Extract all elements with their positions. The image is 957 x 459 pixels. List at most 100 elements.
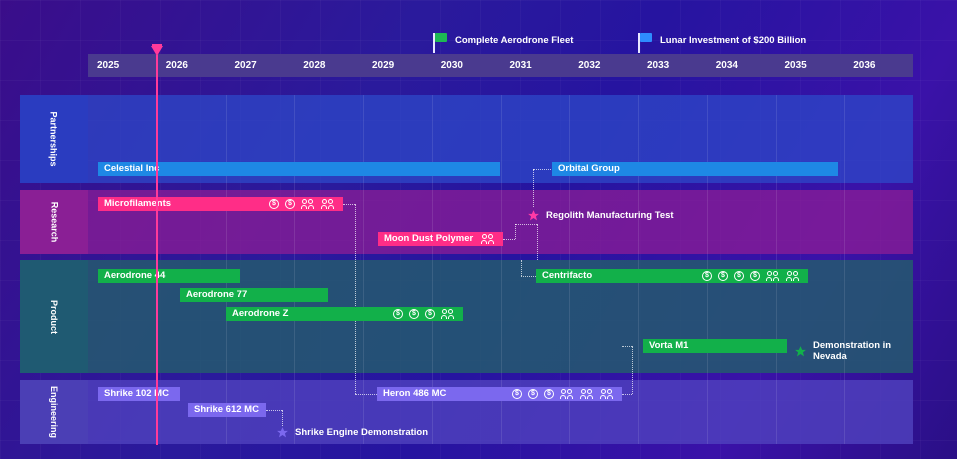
- connector: [266, 410, 282, 411]
- year-label: 2036: [853, 60, 876, 71]
- year-label: 2025: [97, 60, 120, 71]
- connector: [515, 224, 516, 239]
- dollar-icon: $: [269, 199, 279, 209]
- dollar-icon: $: [718, 271, 728, 281]
- year-label: 2028: [303, 60, 326, 71]
- dollar-icon: $: [528, 389, 538, 399]
- bar-label: Microfilaments: [104, 198, 172, 209]
- star-icon: [795, 345, 806, 356]
- today-cap: [152, 44, 162, 47]
- bar-aerodrone-z[interactable]: Aerodrone Z $ $ $: [226, 307, 463, 321]
- bar-aerodrone-77[interactable]: Aerodrone 77: [180, 288, 328, 302]
- year-label: 2027: [234, 60, 257, 71]
- timeline-header: 2025 2026 2027 2028 2029 2030 2031 2032 …: [88, 54, 913, 77]
- dollar-icon: $: [512, 389, 522, 399]
- grid-line: [432, 95, 433, 444]
- marker-shrike-demo[interactable]: Shrike Engine Demonstration: [276, 426, 428, 439]
- connector: [622, 394, 632, 395]
- people-icon: [321, 199, 335, 209]
- bar-microfilaments[interactable]: Microfilaments $ $: [98, 197, 343, 211]
- people-icon: [481, 234, 495, 244]
- dollar-icon: $: [734, 271, 744, 281]
- people-icon: [301, 199, 315, 209]
- blue-flag-icon: [638, 33, 652, 53]
- dollar-icon: $: [750, 271, 760, 281]
- bar-shrike-102[interactable]: Shrike 102 MC: [98, 387, 180, 401]
- connector: [282, 410, 283, 426]
- connector: [521, 276, 536, 277]
- star-icon: [528, 210, 539, 221]
- grid-line: [844, 95, 845, 444]
- year-label: 2026: [165, 60, 188, 71]
- connector: [622, 346, 632, 347]
- marker-label: Shrike Engine Demonstration: [295, 427, 429, 438]
- lane-label-box: Research: [20, 190, 88, 254]
- connector: [533, 169, 534, 207]
- year-label: 2033: [647, 60, 670, 71]
- milestone-label: Lunar Investment of $200 Billion: [660, 34, 807, 46]
- bar-label: Moon Dust Polymer: [384, 233, 474, 244]
- connector: [533, 169, 553, 170]
- lane-label-box: Partnerships: [20, 95, 88, 183]
- lane-label: Partnerships: [49, 111, 59, 167]
- bar-label: Shrike 612 MC: [194, 404, 259, 415]
- bar-vorta-m1[interactable]: Vorta M1: [643, 339, 787, 353]
- grid-line: [363, 95, 364, 444]
- icon-group: $ $ $: [393, 307, 455, 321]
- icon-group: [481, 232, 495, 246]
- lane-label: Product: [48, 299, 59, 334]
- bar-label: Heron 486 MC: [383, 388, 447, 399]
- bar-label: Centrifacto: [542, 270, 593, 281]
- today-marker-icon[interactable]: [151, 46, 163, 56]
- connector: [343, 204, 355, 205]
- bar-aerodrone-44[interactable]: Aerodrone 44: [98, 269, 240, 283]
- milestone-lunar-investment[interactable]: Lunar Investment of $200 Billion: [638, 31, 807, 53]
- milestone-complete-aerodrone-fleet[interactable]: Complete Aerodrone Fleet: [433, 31, 574, 53]
- lane-label-box: Engineering: [20, 380, 88, 444]
- people-icon: [441, 309, 455, 319]
- milestone-label: Complete Aerodrone Fleet: [455, 34, 574, 46]
- connector: [355, 394, 377, 395]
- bar-label: Vorta M1: [649, 340, 689, 351]
- year-label: 2031: [509, 60, 532, 71]
- marker-regolith[interactable]: Regolith Manufacturing Test: [527, 209, 674, 222]
- bar-label: Aerodrone Z: [232, 308, 289, 319]
- bar-centrifacto[interactable]: Centrifacto $ $ $ $: [536, 269, 808, 283]
- dollar-icon: $: [409, 309, 419, 319]
- bar-shrike-612[interactable]: Shrike 612 MC: [188, 403, 266, 417]
- connector: [521, 260, 522, 276]
- bar-heron-486[interactable]: Heron 486 MC $ $ $: [377, 387, 622, 401]
- icon-group: $ $: [269, 197, 335, 211]
- icon-group: $ $ $: [512, 387, 614, 401]
- connector: [355, 204, 356, 394]
- bar-label: Aerodrone 77: [186, 289, 248, 300]
- bar-label: Orbital Group: [558, 163, 620, 174]
- today-line[interactable]: [156, 55, 158, 445]
- connector: [503, 239, 515, 240]
- people-icon: [600, 389, 614, 399]
- dollar-icon: $: [425, 309, 435, 319]
- green-flag-icon: [433, 33, 447, 53]
- grid-line: [294, 95, 295, 444]
- people-icon: [786, 271, 800, 281]
- dollar-icon: $: [702, 271, 712, 281]
- people-icon: [560, 389, 574, 399]
- bar-orbital-group[interactable]: Orbital Group: [552, 162, 838, 176]
- connector: [515, 224, 537, 225]
- bar-moon-dust-polymer[interactable]: Moon Dust Polymer: [378, 232, 503, 246]
- connector: [537, 224, 538, 260]
- bar-label: Aerodrone 44: [104, 270, 166, 281]
- year-label: 2029: [372, 60, 395, 71]
- year-label: 2032: [578, 60, 601, 71]
- marker-demo-nevada[interactable]: Demonstration in Nevada: [794, 340, 913, 362]
- people-icon: [580, 389, 594, 399]
- bar-celestial-inc[interactable]: Celestial Inc: [98, 162, 500, 176]
- dollar-icon: $: [544, 389, 554, 399]
- connector: [632, 346, 633, 394]
- marker-label: Demonstration in Nevada: [813, 340, 892, 362]
- lane-label-box: Product: [20, 260, 88, 373]
- lane-label: Engineering: [48, 385, 59, 439]
- bar-label: Shrike 102 MC: [104, 388, 169, 399]
- year-label: 2034: [715, 60, 738, 71]
- dollar-icon: $: [393, 309, 403, 319]
